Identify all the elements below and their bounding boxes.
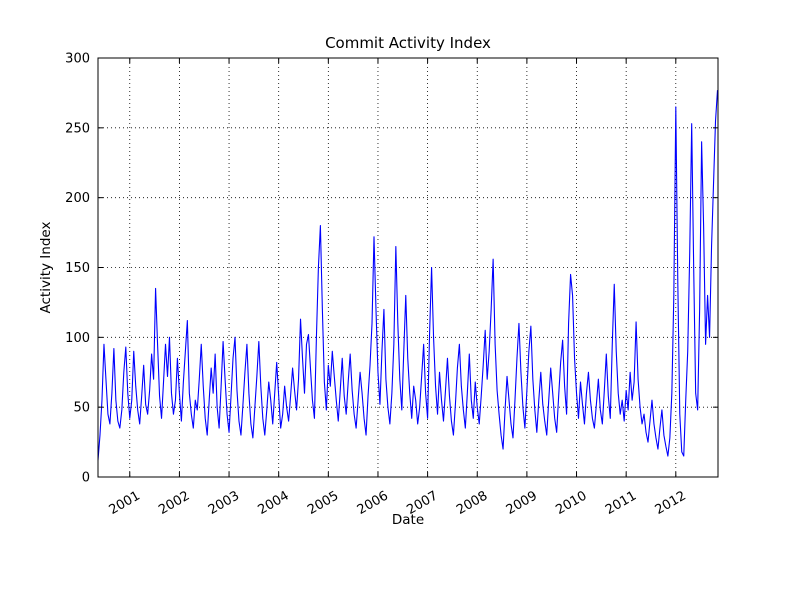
activity-series-line — [97, 90, 719, 461]
y-axis-label: Activity Index — [38, 222, 54, 314]
y-tick-label: 0 — [82, 471, 90, 486]
x-axis-label: Date — [392, 512, 424, 528]
y-tick-label: 100 — [65, 331, 90, 346]
y-tick-label: 200 — [65, 191, 90, 206]
y-tick-label: 250 — [65, 121, 90, 136]
y-tick-label: 300 — [65, 52, 90, 67]
y-tick-label: 50 — [73, 401, 90, 416]
y-tick-label: 150 — [65, 261, 90, 276]
chart-title: Commit Activity Index — [325, 34, 491, 52]
